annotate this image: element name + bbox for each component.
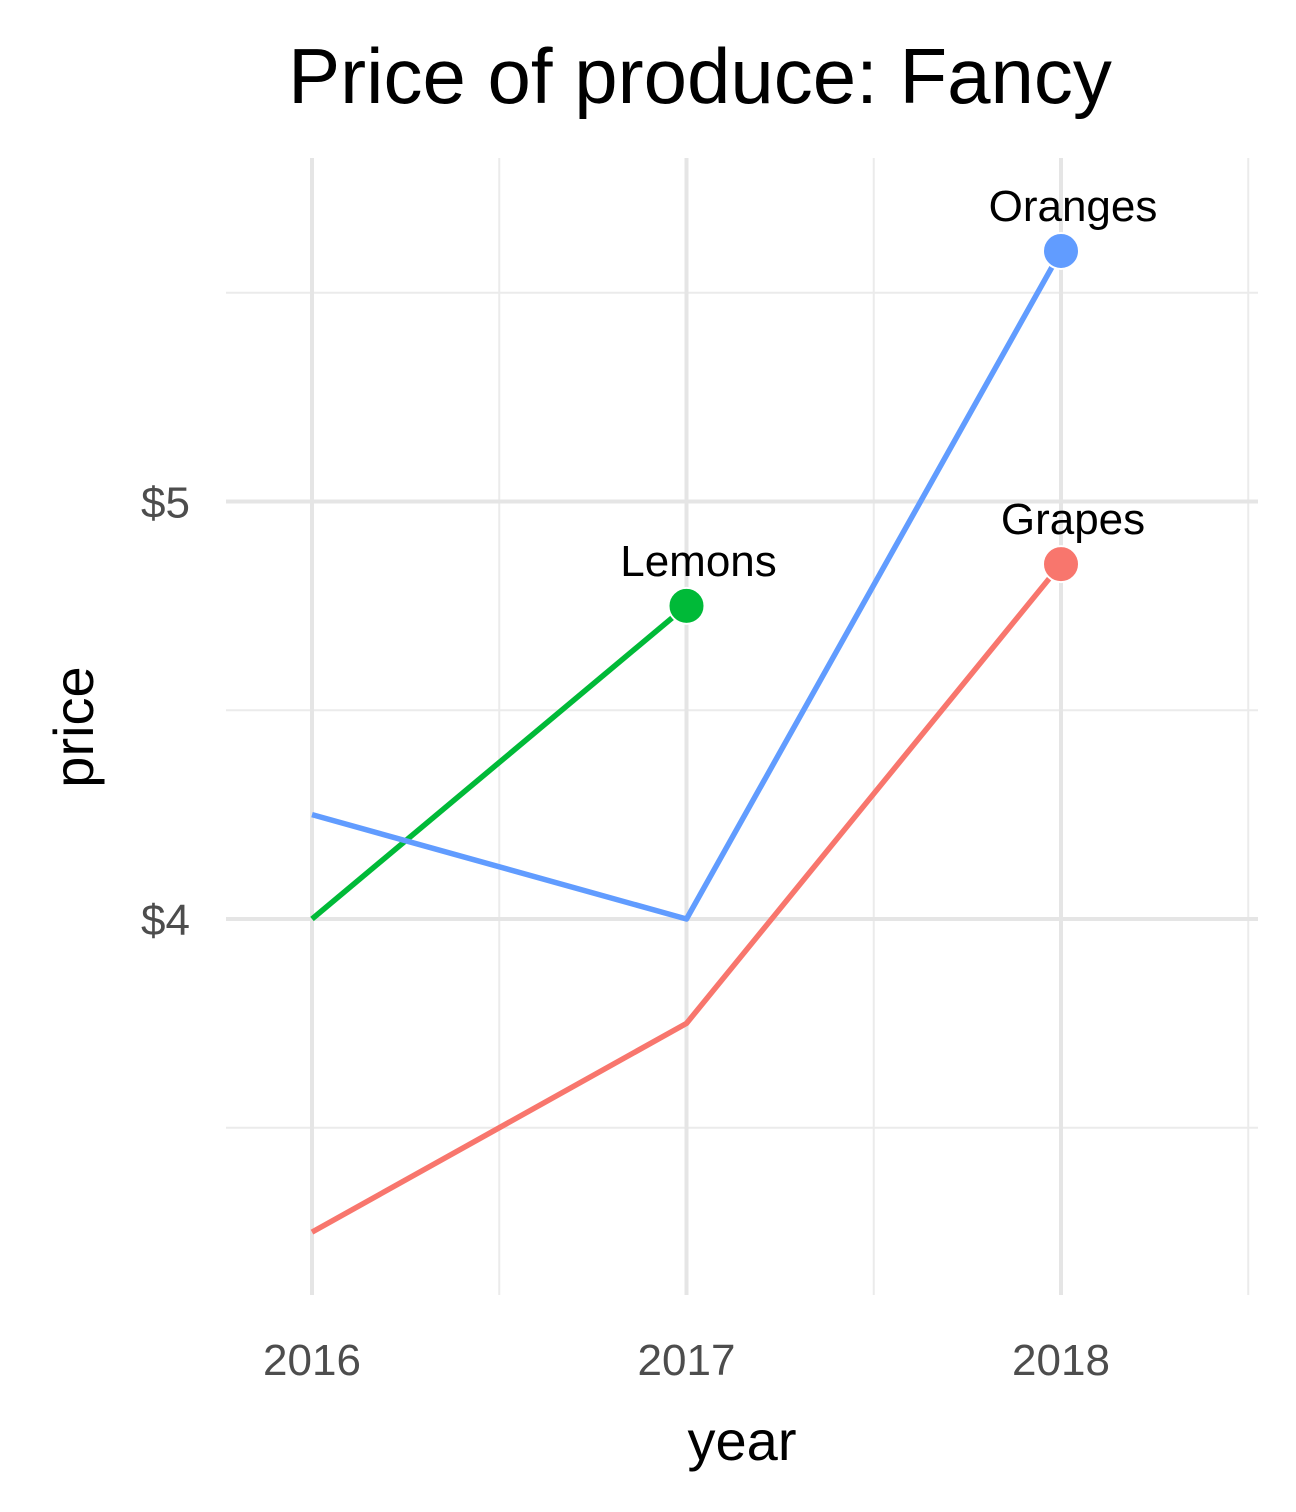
series-line-oranges bbox=[311, 249, 1064, 922]
series-end-point-grapes bbox=[1042, 545, 1080, 584]
series-line-grapes bbox=[310, 562, 1064, 1235]
x-tick-labels: 2016 2017 2018 bbox=[263, 1336, 1110, 1385]
chart-title: Price of produce: Fancy bbox=[288, 32, 1112, 120]
y-axis-title: price bbox=[42, 666, 105, 787]
y-tick-label: $4 bbox=[141, 896, 190, 945]
x-tick-label: 2016 bbox=[263, 1336, 361, 1385]
series-label-oranges: Oranges bbox=[989, 182, 1158, 231]
series-line-lemons bbox=[310, 603, 689, 922]
minor-gridlines bbox=[226, 158, 1258, 1295]
series-end-point-oranges bbox=[1042, 232, 1080, 270]
y-tick-labels: $4 $5 bbox=[141, 479, 190, 946]
series-labels: Grapes Lemons Oranges bbox=[620, 182, 1157, 586]
series-label-lemons: Lemons bbox=[620, 537, 777, 586]
major-gridlines bbox=[226, 158, 1258, 1295]
series-label-grapes: Grapes bbox=[1001, 495, 1145, 544]
series-end-point-lemons bbox=[667, 586, 706, 625]
x-axis-title: year bbox=[688, 1409, 797, 1472]
y-tick-label: $5 bbox=[141, 479, 190, 528]
x-tick-label: 2017 bbox=[638, 1336, 736, 1385]
series-lines bbox=[310, 249, 1064, 1235]
series-end-points bbox=[667, 232, 1080, 625]
x-tick-label: 2018 bbox=[1012, 1336, 1110, 1385]
